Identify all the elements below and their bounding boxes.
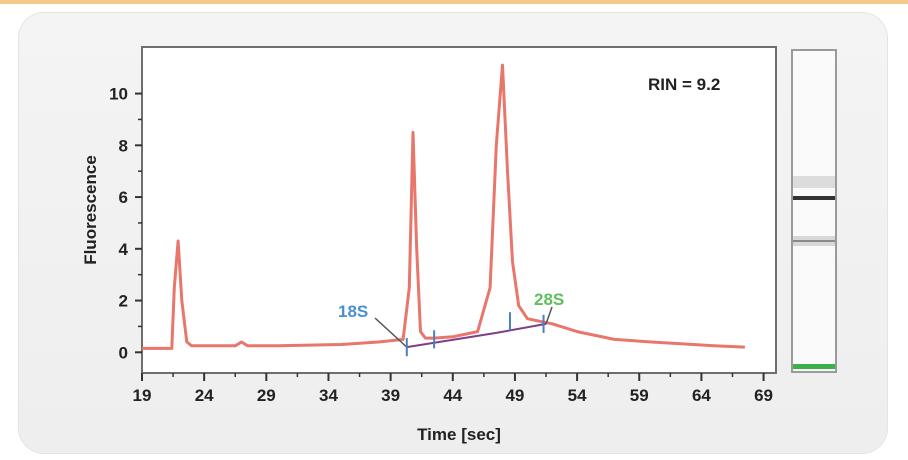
x-tick-label: 19 <box>133 386 152 405</box>
peak-label-18s: 18S <box>338 302 368 321</box>
leader-line-18s <box>374 317 408 348</box>
gel-band-faint <box>793 240 835 242</box>
region-baseline <box>406 322 547 349</box>
x-tick-label: 39 <box>381 386 400 405</box>
gel-band-marker <box>793 364 835 369</box>
x-tick-label: 64 <box>692 386 711 405</box>
x-tick-label: 54 <box>568 386 587 405</box>
gel-lane <box>791 49 837 373</box>
x-tick-label: 29 <box>257 386 276 405</box>
peak-label-28s: 28S <box>534 290 564 309</box>
rin-label: RIN = 9.2 <box>648 75 720 94</box>
y-tick-label: 4 <box>119 240 129 259</box>
gel-band-shadow-upper <box>793 176 835 188</box>
x-tick-label: 49 <box>505 386 524 405</box>
gel-lane-frame <box>791 49 837 373</box>
x-tick-label: 69 <box>754 386 773 405</box>
x-tick-label: 34 <box>319 386 338 405</box>
series-layer <box>142 63 745 350</box>
y-tick-label: 0 <box>119 343 128 362</box>
x-axis: 19 24 29 34 39 44 49 54 59 64 69 <box>133 373 773 405</box>
gel-band-main <box>793 196 835 200</box>
annotation-layer <box>374 306 553 357</box>
top-accent-bar <box>0 0 908 4</box>
x-tick-label: 59 <box>630 386 649 405</box>
y-tick-label: 10 <box>109 85 128 104</box>
x-tick-label: 44 <box>443 386 462 405</box>
y-tick-label: 6 <box>119 188 128 207</box>
y-axis: 0 2 4 6 8 10 <box>109 85 142 362</box>
y-axis-title: Fluorescence <box>81 155 100 265</box>
x-tick-label: 24 <box>195 386 214 405</box>
x-axis-title: Time [sec] <box>417 425 501 444</box>
plot-area <box>141 46 777 374</box>
y-tick-label: 8 <box>119 136 128 155</box>
series-line <box>142 63 745 350</box>
y-tick-label: 2 <box>119 292 128 311</box>
leader-line-28s <box>545 306 553 325</box>
